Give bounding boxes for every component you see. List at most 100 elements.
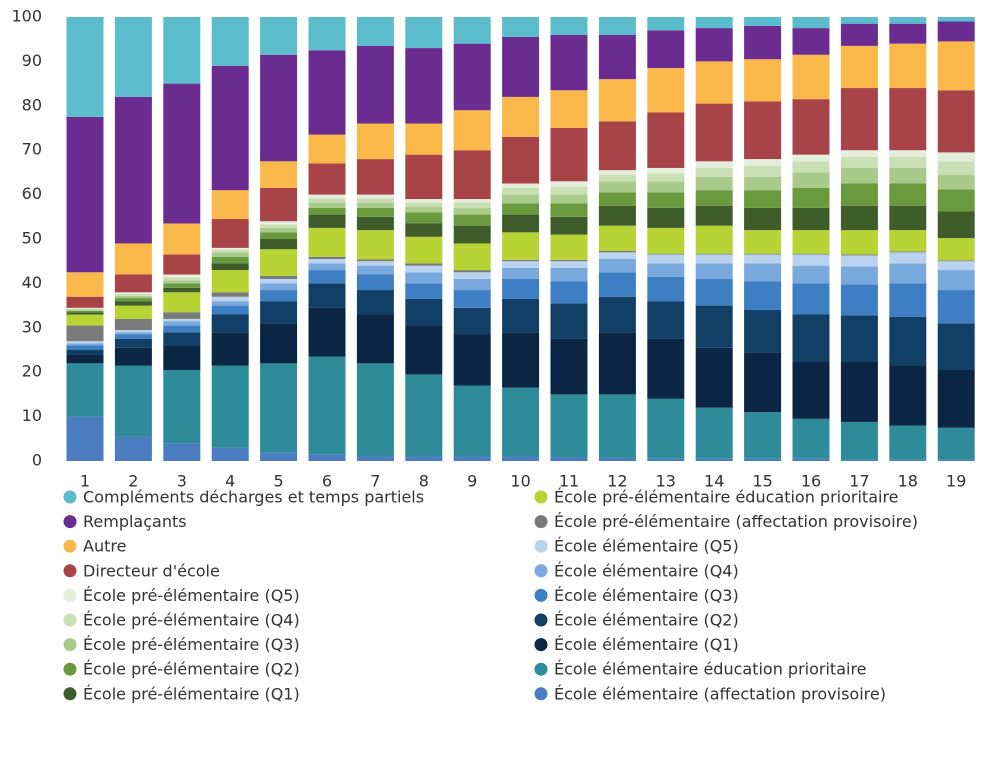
bar-segment	[550, 90, 588, 128]
legend-marker	[63, 687, 77, 701]
bar-segment	[598, 252, 636, 259]
legend-marker	[63, 564, 77, 578]
bar-segment	[744, 59, 782, 102]
bar-segment	[163, 443, 201, 461]
legend-marker	[534, 662, 548, 676]
bar-segment	[502, 187, 540, 195]
bar-segment	[937, 189, 975, 212]
bar-segment	[889, 365, 927, 426]
bar-segment	[744, 190, 782, 208]
bar-segment	[598, 79, 636, 122]
x-tick-label: 5	[274, 472, 284, 491]
x-tick-label: 15	[752, 472, 772, 491]
bar-segment	[260, 17, 298, 55]
legend-marker	[63, 515, 77, 529]
bar-segment	[114, 292, 152, 295]
bar-segment	[598, 258, 636, 273]
bar-segment	[792, 17, 830, 29]
bar-segment	[598, 296, 636, 333]
bar-segment	[114, 318, 152, 331]
bar-segment	[937, 161, 975, 175]
bar-segment	[889, 156, 927, 168]
x-tick-label: 9	[467, 472, 477, 491]
bar-segment	[598, 192, 636, 206]
bar-segment	[937, 323, 975, 370]
bar-segment	[163, 274, 201, 278]
bar-segment	[792, 154, 830, 162]
bar-segment	[405, 298, 443, 326]
bar-segment	[840, 255, 878, 267]
bar-segment	[840, 150, 878, 157]
legend-label: École élémentaire (affectation provisoir…	[554, 684, 886, 703]
bar-segment	[840, 88, 878, 151]
bar-segment	[211, 305, 249, 315]
bar-segment	[405, 263, 443, 266]
bar-segment	[114, 365, 152, 437]
bar-segment	[502, 387, 540, 457]
bar-segment	[453, 225, 491, 244]
bar-segment	[502, 232, 540, 260]
bar-segment	[211, 447, 249, 461]
bar-segment	[550, 34, 588, 91]
bar-segment	[792, 418, 830, 459]
legend-label: École pré-élémentaire (Q5)	[83, 586, 300, 605]
bar-segment	[260, 187, 298, 222]
bar-segment	[405, 207, 443, 213]
bar-segment	[260, 278, 298, 284]
bar-segment	[502, 194, 540, 204]
bar-segment	[647, 276, 685, 302]
bar-segment	[937, 369, 975, 428]
bar-segment	[550, 394, 588, 458]
bar-segment	[356, 456, 394, 461]
bar-segment	[744, 352, 782, 413]
bar-segment	[405, 283, 443, 299]
bar-segment	[114, 243, 152, 275]
bar-segment	[163, 280, 201, 284]
bar-segment	[647, 181, 685, 193]
bar-segment	[695, 407, 733, 459]
bar-segment	[211, 292, 249, 297]
bar-segment	[163, 277, 201, 281]
legend-marker	[534, 564, 548, 578]
bar-segment	[308, 283, 346, 308]
bar-segment	[260, 452, 298, 461]
legend-label: Remplaçants	[83, 512, 187, 531]
bar-segment	[792, 207, 830, 231]
bar-segment	[792, 187, 830, 208]
bar-segment	[598, 225, 636, 251]
bar-segment	[308, 214, 346, 228]
bar-segment	[744, 159, 782, 166]
bar-segment	[550, 234, 588, 260]
bar-segment	[647, 192, 685, 208]
bar-segment	[211, 296, 249, 302]
bar-segment	[405, 374, 443, 457]
bar-segment	[308, 202, 346, 208]
bar-segment	[502, 36, 540, 97]
legend-marker	[63, 490, 77, 504]
bar-segment	[792, 161, 830, 173]
bar-segment	[66, 325, 104, 342]
bar-segment	[356, 314, 394, 364]
bar-segment	[744, 412, 782, 459]
bar-segment	[840, 23, 878, 46]
bar-segment	[647, 112, 685, 168]
bar-segment	[308, 258, 346, 264]
y-tick-label: 0	[32, 451, 42, 470]
bar-segment	[792, 314, 830, 362]
bar-segment	[114, 436, 152, 461]
bar-segment	[356, 274, 394, 291]
legend-label: École élémentaire (Q3)	[554, 586, 739, 605]
bar-segment	[211, 314, 249, 333]
bar-segment	[937, 152, 975, 162]
x-tick-label: 13	[656, 472, 676, 491]
legend-label: École élémentaire (Q1)	[554, 635, 739, 654]
bar-segment	[453, 214, 491, 226]
bar-segment	[937, 260, 975, 262]
bar-segment	[260, 232, 298, 239]
bar-segment	[308, 163, 346, 195]
bar-segment	[356, 159, 394, 195]
bar-segment	[356, 261, 394, 266]
bar-segment	[695, 17, 733, 29]
bar-segment	[405, 223, 443, 237]
bar-segment	[889, 316, 927, 366]
